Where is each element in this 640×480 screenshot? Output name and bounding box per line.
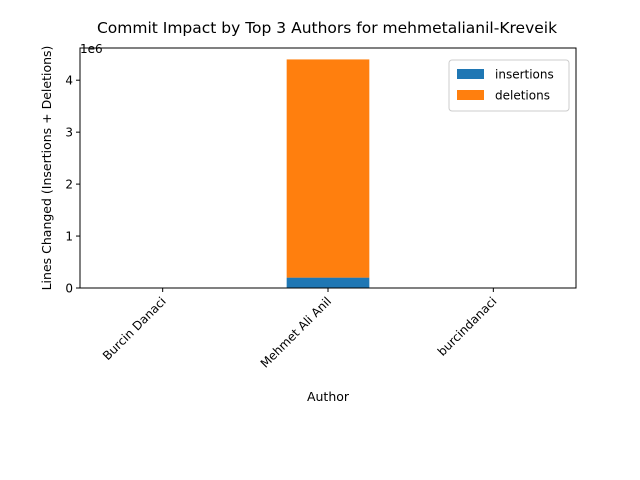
- y-tick-label: 4: [65, 74, 73, 88]
- legend-label-deletions: deletions: [495, 89, 550, 103]
- y-axis-label: Lines Changed (Insertions + Deletions): [39, 46, 54, 291]
- legend: insertions deletions: [448, 59, 570, 112]
- y-offset-label: 1e6: [80, 42, 103, 56]
- legend-swatch-deletions: [457, 90, 484, 100]
- legend-label-insertions: insertions: [495, 68, 554, 82]
- plot-frame: [79, 47, 577, 289]
- y-tick-label: 3: [65, 126, 73, 140]
- legend-swatch-insertions: [457, 69, 484, 79]
- y-axis: 0 1 2 3 4: [65, 74, 80, 296]
- bar-insertions-1: [286, 277, 370, 288]
- bar-deletions-1: [286, 59, 370, 278]
- y-tick-label: 1: [65, 230, 73, 244]
- bars: [286, 59, 370, 288]
- x-axis-label: Author: [307, 389, 350, 404]
- chart-title: Commit Impact by Top 3 Authors for mehme…: [97, 19, 557, 37]
- y-tick-label: 0: [65, 282, 73, 296]
- y-tick-label: 2: [65, 178, 73, 192]
